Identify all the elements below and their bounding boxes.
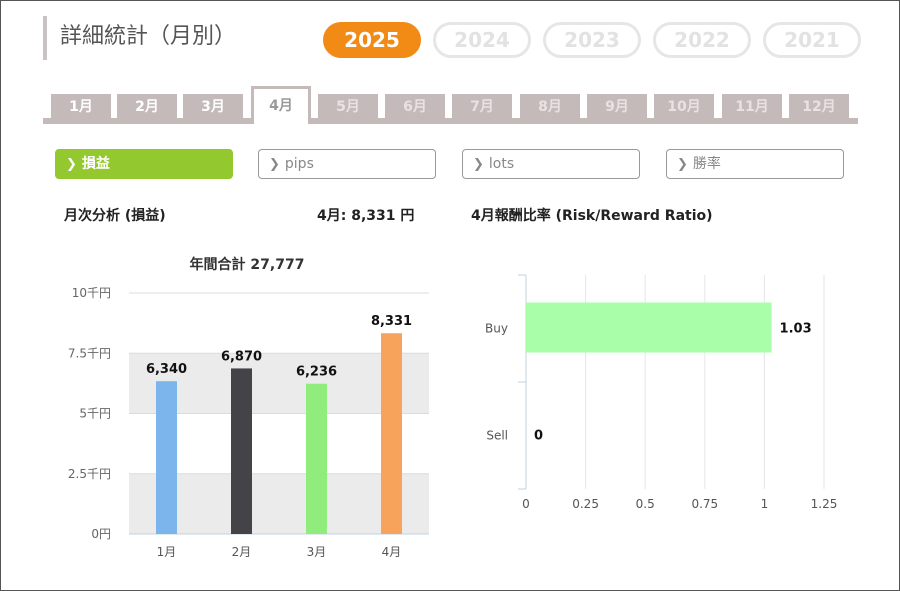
year-selector: 2025 2024 2023 2022 2021 [323,22,861,58]
bar-3 [306,383,327,534]
metric-button-winrate[interactable]: ❯ 勝率 [666,149,844,179]
monthly-analysis-title: 月次分析 (損益) [64,208,166,224]
tab-month-10[interactable]: 10月 [654,94,714,120]
bar-4 [381,333,402,534]
metric-button-pips[interactable]: ❯ pips [258,149,436,179]
x-tick-label: 1.25 [811,497,838,511]
y-tick-label: 10千円 [72,286,111,300]
page-title: 詳細統計（月別） [43,16,236,60]
tab-month-12[interactable]: 12月 [789,94,849,120]
y-tick-label: 2.5千円 [68,467,111,481]
metric-label: 勝率 [692,156,721,172]
chart-title: 年間合計 27,777 [190,256,305,273]
bar-value-label: 0 [534,429,543,444]
metric-button-lots[interactable]: ❯ lots [462,149,640,179]
y-tick-label: 7.5千円 [68,346,111,360]
year-pill-2024[interactable]: 2024 [433,22,531,58]
metric-label: 損益 [81,156,110,172]
x-tick-label: 0.75 [691,497,718,511]
plot-band [129,473,429,534]
monthly-profit-chart: 0円 2.5千円 5千円 7.5千円 10千円 年間合計 27,777 6,340 1月 6,8… [68,256,429,559]
x-tick-label: 1 [761,497,769,511]
y-tick-label: 0円 [91,527,111,541]
tab-month-6[interactable]: 6月 [385,94,445,120]
tab-month-4[interactable]: 4月 [251,86,311,124]
tab-month-3[interactable]: 3月 [183,94,243,120]
bar-value-label: 1.03 [780,322,812,337]
plot-band [129,353,429,414]
metric-label: pips [284,156,314,172]
tab-month-9[interactable]: 9月 [587,94,647,120]
y-tick-label: 5千円 [79,407,111,421]
x-tick-label: 0 [522,497,530,511]
year-pill-2022[interactable]: 2022 [653,22,751,58]
x-tick-label: 4月 [382,545,402,559]
month-tabs: 1月 2月 3月 4月 5月 6月 7月 8月 9月 10月 11月 12月 [43,86,858,124]
tab-month-5[interactable]: 5月 [318,94,378,120]
risk-reward-title: 4月報酬比率 (Risk/Reward Ratio) [471,208,713,224]
bar-value-label: 6,870 [221,349,262,364]
x-tick-label: 2月 [232,545,252,559]
year-pill-2021[interactable]: 2021 [763,22,861,58]
tab-month-7[interactable]: 7月 [452,94,512,120]
month-profit-summary: 4月: 8,331 円 [317,208,415,224]
tab-month-11[interactable]: 11月 [722,94,782,120]
chevron-right-icon: ❯ [473,157,484,172]
bar-buy [526,302,772,353]
x-tick-label: 0.5 [636,497,655,511]
tab-month-2[interactable]: 2月 [117,94,177,120]
chevron-right-icon: ❯ [677,157,688,172]
bar-value-label: 6,340 [146,362,187,377]
risk-reward-chart: 0 0.25 0.5 0.75 1 1.25 Buy 1.03 Sell 0 [485,274,838,511]
x-tick-label: 0.25 [572,497,599,511]
bar-1 [156,381,177,534]
chevron-right-icon: ❯ [269,157,280,172]
bar-value-label: 8,331 [371,314,412,329]
x-tick-label: 3月 [307,545,327,559]
tab-month-8[interactable]: 8月 [520,94,580,120]
year-pill-2025[interactable]: 2025 [323,22,421,58]
bar-2 [231,368,252,534]
y-tick-label: Buy [485,322,508,336]
x-tick-label: 1月 [157,545,177,559]
y-tick-label: Sell [486,429,508,443]
metric-label: lots [488,156,515,172]
metric-button-profit[interactable]: ❯ 損益 [55,149,233,179]
tab-month-1[interactable]: 1月 [51,94,111,120]
year-pill-2023[interactable]: 2023 [543,22,641,58]
chevron-right-icon: ❯ [66,157,77,172]
bar-value-label: 6,236 [296,365,337,380]
month-tabs-baseline [43,118,858,124]
